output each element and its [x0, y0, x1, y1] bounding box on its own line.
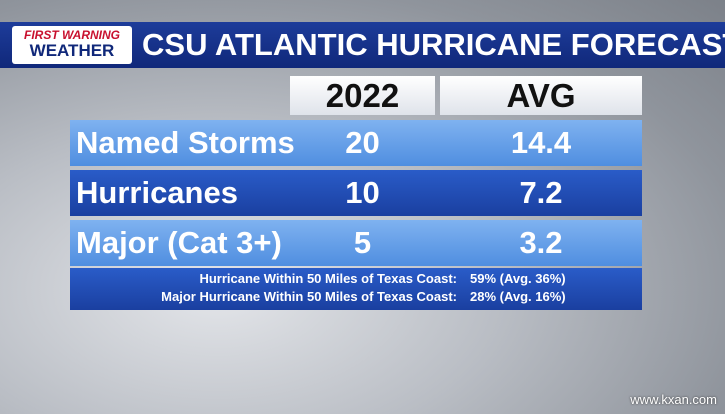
- note-label: Hurricane Within 50 Miles of Texas Coast…: [199, 271, 457, 286]
- cell-value: 10: [345, 175, 380, 210]
- watermark: www.kxan.com: [630, 392, 717, 407]
- row-label: Major (Cat 3+): [76, 225, 282, 260]
- notes: Hurricane Within 50 Miles of Texas Coast…: [70, 268, 642, 310]
- table-row: Major (Cat 3+) 5 3.2: [70, 220, 642, 266]
- title: CSU ATLANTIC HURRICANE FORECAST: [142, 27, 725, 62]
- note-label: Major Hurricane Within 50 Miles of Texas…: [161, 289, 457, 304]
- cell-value: 14.4: [510, 125, 572, 160]
- table-row: Named Storms 20 14.4: [70, 120, 642, 166]
- row-label: Named Storms: [76, 125, 295, 160]
- cell-value: 5: [353, 225, 372, 260]
- column-header: 2022: [290, 76, 435, 115]
- cell-value: 7.2: [519, 175, 563, 210]
- logo-line: WEATHER: [29, 41, 115, 60]
- cell-value: 3.2: [519, 225, 563, 260]
- logo-line: FIRST WARNING: [24, 28, 120, 42]
- row-label: Hurricanes: [76, 175, 238, 210]
- note-value: 59% (Avg. 36%): [470, 271, 566, 286]
- column-header: AVG: [440, 76, 642, 115]
- cell-value: 20: [345, 125, 380, 160]
- note-value: 28% (Avg. 16%): [470, 289, 566, 304]
- table-row: Hurricanes 10 7.2: [70, 170, 642, 216]
- logo: FIRST WARNING WEATHER: [12, 26, 132, 64]
